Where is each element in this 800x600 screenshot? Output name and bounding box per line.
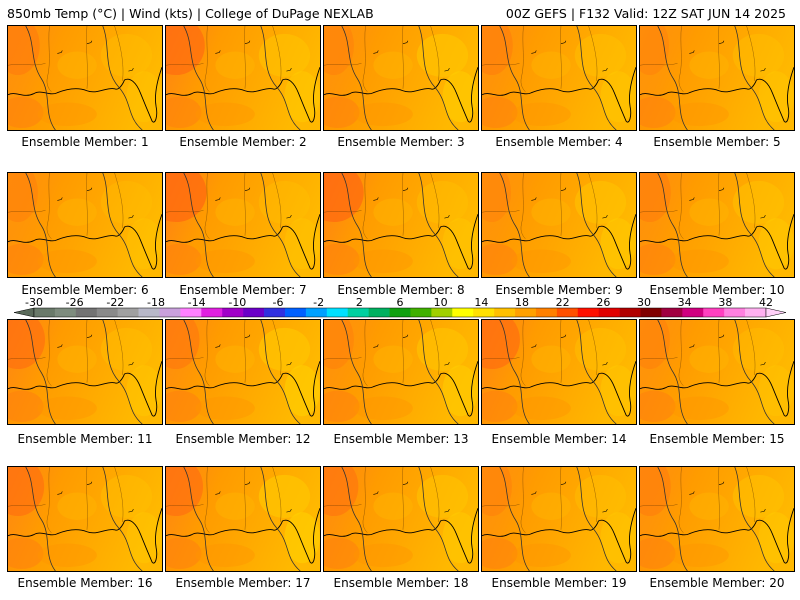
colorbar-tick-label: 34 xyxy=(678,296,692,309)
colorbar-segment xyxy=(326,308,349,317)
colorbar-segment xyxy=(535,308,558,317)
colorbar-segment xyxy=(96,308,118,317)
ensemble-map-panel xyxy=(165,25,321,131)
colorbar-tick-label: 18 xyxy=(515,296,529,309)
ensemble-map-panel xyxy=(323,25,479,131)
colorbar-tick-label: -10 xyxy=(228,296,246,309)
ensemble-map-panel xyxy=(7,466,163,572)
ensemble-map-panel xyxy=(165,172,321,278)
colorbar-segment xyxy=(34,308,56,317)
member-label: Ensemble Member: 1 xyxy=(21,135,149,149)
member-label: Ensemble Member: 20 xyxy=(649,576,785,590)
colorbar-tick-label: 30 xyxy=(637,296,651,309)
colorbar-segment xyxy=(180,308,202,317)
colorbar-segment xyxy=(284,308,307,317)
colorbar-max-arrow xyxy=(765,307,787,318)
colorbar-tick-label: 38 xyxy=(718,296,732,309)
colorbar-segment xyxy=(368,308,390,317)
colorbar-segment xyxy=(682,308,704,317)
ensemble-map-panel xyxy=(323,172,479,278)
colorbar-segment xyxy=(347,308,369,317)
colorbar-segment xyxy=(619,308,641,317)
colorbar-tick-label: -2 xyxy=(313,296,324,309)
colorbar-tick-label: 22 xyxy=(556,296,570,309)
member-label: Ensemble Member: 8 xyxy=(337,283,465,297)
colorbar-tick-label: -22 xyxy=(106,296,124,309)
member-label: Ensemble Member: 17 xyxy=(175,576,311,590)
colorbar-segment xyxy=(661,308,683,317)
member-label: Ensemble Member: 7 xyxy=(179,283,307,297)
colorbar-segment xyxy=(745,308,767,317)
colorbar-segment xyxy=(703,308,725,317)
colorbar-tick-label: 42 xyxy=(759,296,773,309)
ensemble-map-panel xyxy=(481,25,637,131)
member-label: Ensemble Member: 9 xyxy=(495,283,623,297)
colorbar-segment xyxy=(556,308,579,317)
ensemble-map-panel xyxy=(481,466,637,572)
colorbar-segment xyxy=(452,308,474,317)
member-label: Ensemble Member: 18 xyxy=(333,576,469,590)
colorbar-segment xyxy=(264,308,286,317)
colorbar-segment xyxy=(410,308,432,317)
ensemble-map-panel xyxy=(7,25,163,131)
member-label: Ensemble Member: 4 xyxy=(495,135,623,149)
colorbar-tick-label: 14 xyxy=(474,296,488,309)
colorbar-segment xyxy=(138,308,160,317)
temperature-colorbar: -30 -26 -22 -18 -14 -10 -6 -2 2 6 10 14 18 22 26 30 34 38… xyxy=(13,296,787,318)
map-title: 850mb Temp (°C) | Wind (kts) | College o… xyxy=(7,6,374,21)
colorbar-tick-label: -6 xyxy=(273,296,284,309)
member-label: Ensemble Member: 19 xyxy=(491,576,627,590)
colorbar-tick-label: -18 xyxy=(147,296,165,309)
member-label: Ensemble Member: 12 xyxy=(175,432,311,446)
member-label: Ensemble Member: 16 xyxy=(17,576,153,590)
member-label: Ensemble Member: 2 xyxy=(179,135,307,149)
valid-time: 00Z GEFS | F132 Valid: 12Z SAT JUN 14 20… xyxy=(505,6,786,21)
colorbar-segment xyxy=(75,308,98,317)
colorbar-segment xyxy=(577,308,599,317)
colorbar-segment xyxy=(117,308,139,317)
member-label: Ensemble Member: 6 xyxy=(21,283,149,297)
member-label: Ensemble Member: 10 xyxy=(649,283,785,297)
colorbar-segment xyxy=(515,308,537,317)
colorbar-segment xyxy=(201,308,223,317)
colorbar-tick-label: 26 xyxy=(596,296,610,309)
colorbar-segment xyxy=(389,308,411,317)
member-label: Ensemble Member: 13 xyxy=(333,432,469,446)
colorbar-tick-label: -14 xyxy=(188,296,206,309)
colorbar-segment xyxy=(724,308,746,317)
colorbar-tick-label: 6 xyxy=(397,296,404,309)
colorbar-tick-label: 2 xyxy=(356,296,363,309)
colorbar-segment xyxy=(473,308,495,317)
colorbar-tick-label: -30 xyxy=(25,296,43,309)
colorbar-tick-label: 10 xyxy=(434,296,448,309)
ensemble-map-panel xyxy=(7,172,163,278)
colorbar-segment xyxy=(640,308,662,317)
ensemble-map-panel xyxy=(323,319,479,425)
colorbar-segment xyxy=(598,308,620,317)
colorbar-segment xyxy=(159,308,181,317)
colorbar-tick-label: -26 xyxy=(66,296,84,309)
ensemble-map-panel xyxy=(639,319,795,425)
member-label: Ensemble Member: 14 xyxy=(491,432,627,446)
ensemble-map-panel xyxy=(639,25,795,131)
member-label: Ensemble Member: 11 xyxy=(17,432,153,446)
colorbar-segment xyxy=(494,308,516,317)
ensemble-map-panel xyxy=(481,172,637,278)
colorbar-segment xyxy=(431,308,453,317)
colorbar-segment xyxy=(222,308,244,317)
member-label: Ensemble Member: 3 xyxy=(337,135,465,149)
colorbar-segment xyxy=(305,308,328,317)
ensemble-map-panel xyxy=(165,466,321,572)
ensemble-map-panel xyxy=(481,319,637,425)
member-label: Ensemble Member: 15 xyxy=(649,432,785,446)
colorbar-segment xyxy=(243,308,265,317)
colorbar-segment xyxy=(54,308,77,317)
ensemble-map-panel xyxy=(323,466,479,572)
ensemble-map-panel xyxy=(639,466,795,572)
ensemble-map-panel xyxy=(165,319,321,425)
ensemble-map-panel xyxy=(7,319,163,425)
ensemble-map-panel xyxy=(639,172,795,278)
colorbar-min-arrow xyxy=(13,307,35,318)
member-label: Ensemble Member: 5 xyxy=(653,135,781,149)
